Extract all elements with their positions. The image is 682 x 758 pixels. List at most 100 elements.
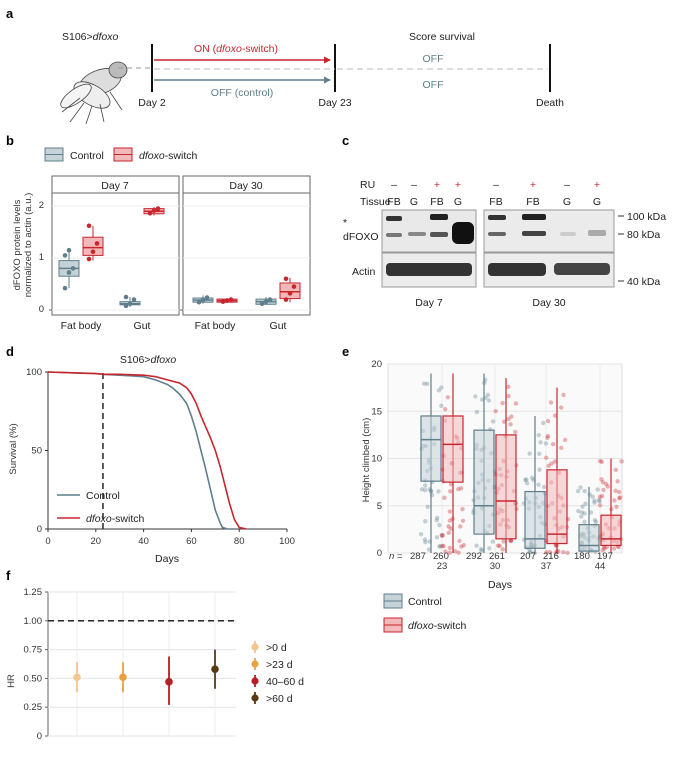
band (386, 216, 402, 221)
e-point (578, 485, 583, 490)
e-point (421, 381, 427, 386)
d-xlabel: Days (155, 553, 179, 565)
b-point (196, 299, 202, 305)
fly-illustration (60, 61, 128, 125)
f-legend-label: >0 d (266, 642, 287, 654)
e-point (582, 519, 587, 524)
ru-row-label: RU (360, 179, 375, 191)
b-point (155, 206, 161, 211)
e-point (547, 549, 553, 555)
actin-row-label: Actin (352, 266, 376, 278)
panel-a: a S106>dfoxo ON (dfoxo-switch) OFF (cont… (6, 6, 564, 125)
e-point (543, 441, 549, 446)
e-box (600, 514, 622, 547)
d-xtick-label: 80 (234, 536, 245, 547)
b-point (263, 299, 269, 304)
e-point (575, 488, 581, 494)
b-point (86, 223, 92, 229)
band (386, 233, 402, 237)
e-point (453, 548, 458, 554)
b-point (287, 291, 293, 296)
f-ytick-label: 1.00 (24, 616, 43, 627)
e-point (424, 381, 430, 387)
e-point (437, 544, 442, 549)
band (588, 230, 606, 236)
e-point (561, 392, 566, 398)
panel-d-axes: 0 20 40 60 80 100 0 50 100 (26, 367, 295, 547)
panel-f-axes: 0 0.25 0.50 0.75 1.00 1.25 (24, 587, 236, 742)
e-point (592, 498, 597, 503)
d-ytick-label: 100 (26, 367, 42, 378)
e-ylabel: Height climbed (cm) (361, 418, 372, 502)
e-xtick-label: 37 (541, 561, 552, 572)
e-n-prefix: n = (389, 551, 403, 562)
b-point (94, 241, 100, 246)
e-point (617, 496, 622, 501)
e-point (513, 429, 518, 435)
e-point (458, 486, 464, 491)
blot-day7-label: Day 7 (415, 297, 443, 309)
e-point (478, 546, 484, 552)
e-point (500, 547, 505, 552)
f-legend-dot (251, 643, 259, 651)
e-point (447, 518, 453, 523)
e-point (615, 479, 620, 484)
e-point (508, 422, 513, 427)
kda-40: 40 kDa (627, 276, 660, 288)
tissue-lane-label: G (410, 196, 418, 208)
death-label: Death (536, 97, 564, 109)
e-point (448, 482, 454, 487)
e-point (597, 494, 603, 500)
e-point (528, 549, 534, 555)
f-ytick-label: 0.50 (24, 673, 43, 684)
e-point (443, 406, 448, 412)
e-point (595, 487, 600, 492)
b-point (90, 249, 96, 255)
f-hr-point (211, 665, 219, 673)
e-point (592, 500, 597, 505)
kda-100: 100 kDa (627, 211, 666, 223)
e-point (596, 498, 602, 503)
b-point (224, 298, 230, 303)
e-point (597, 458, 603, 464)
panel-d: d S106>dfoxo 0 20 40 60 80 100 0 50 100 Survival… (6, 344, 295, 565)
e-point (439, 533, 445, 539)
band (430, 232, 448, 237)
e-n-value: 261 (489, 551, 505, 562)
tissue-lane-label: G (563, 196, 571, 208)
e-point (523, 477, 528, 483)
e-point (545, 435, 550, 441)
b-point (228, 297, 234, 302)
e-point (473, 394, 478, 399)
b-point (283, 297, 289, 302)
e-point (437, 522, 442, 528)
e-xtick-label: 23 (437, 561, 448, 572)
band (554, 263, 610, 275)
e-ytick-label: 0 (377, 548, 382, 559)
e-point (613, 467, 619, 473)
d-xtick-label: 0 (45, 536, 50, 547)
ru-lane-label: + (530, 179, 536, 191)
b-point (66, 270, 72, 275)
d-xtick-label: 40 (138, 536, 149, 547)
off-label-1: OFF (423, 53, 444, 65)
b-point (123, 294, 129, 300)
e-point (538, 440, 543, 445)
e-box (495, 434, 517, 540)
e-point (527, 550, 532, 555)
e-point (582, 511, 587, 516)
b-point (259, 301, 265, 307)
e-point (565, 550, 570, 556)
nonspecific-star: * (343, 217, 347, 229)
e-point (447, 545, 453, 551)
d-legend-control: Control (86, 490, 120, 502)
e-point (446, 530, 451, 535)
facet-day30-title: Day 30 (229, 180, 262, 192)
e-point (501, 539, 506, 544)
e-point (434, 518, 440, 523)
b-ytick-1: 1 (39, 252, 44, 263)
e-point (592, 518, 598, 523)
b-point (127, 301, 133, 307)
e-n-value: 292 (466, 551, 482, 562)
